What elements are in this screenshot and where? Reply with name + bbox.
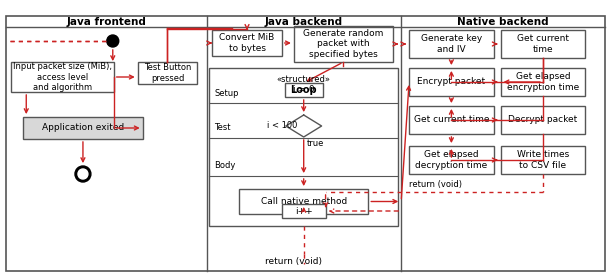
Text: Get elapsed
encryption time: Get elapsed encryption time xyxy=(506,72,579,92)
Text: Encrypt packet: Encrypt packet xyxy=(417,78,485,87)
Circle shape xyxy=(75,166,91,182)
Text: Java backend: Java backend xyxy=(264,17,343,27)
FancyBboxPatch shape xyxy=(212,30,282,56)
Text: Application exited: Application exited xyxy=(42,124,124,133)
FancyBboxPatch shape xyxy=(500,30,585,58)
Text: Loop: Loop xyxy=(291,85,317,95)
FancyBboxPatch shape xyxy=(409,30,494,58)
Text: Get current time: Get current time xyxy=(413,116,489,124)
Text: Call native method: Call native method xyxy=(261,197,347,206)
FancyBboxPatch shape xyxy=(285,83,323,97)
Text: Native backend: Native backend xyxy=(457,17,548,27)
FancyBboxPatch shape xyxy=(294,26,393,62)
FancyBboxPatch shape xyxy=(137,62,198,84)
FancyBboxPatch shape xyxy=(500,68,585,96)
FancyBboxPatch shape xyxy=(409,106,494,134)
Text: Generate key
and IV: Generate key and IV xyxy=(421,34,482,54)
FancyBboxPatch shape xyxy=(500,146,585,174)
FancyBboxPatch shape xyxy=(12,62,114,92)
Text: Get elapsed
decryption time: Get elapsed decryption time xyxy=(415,150,488,170)
Text: return (void): return (void) xyxy=(409,179,462,189)
FancyBboxPatch shape xyxy=(239,189,368,214)
Circle shape xyxy=(78,169,88,179)
Text: Java frontend: Java frontend xyxy=(67,17,147,27)
Text: Input packet size (MiB),
access level
and algorithm: Input packet size (MiB), access level an… xyxy=(13,62,112,92)
Polygon shape xyxy=(286,115,322,137)
FancyBboxPatch shape xyxy=(282,204,325,218)
Text: Body: Body xyxy=(214,161,235,170)
Text: Decrypt packet: Decrypt packet xyxy=(508,116,578,124)
Text: Get current
time: Get current time xyxy=(517,34,569,54)
FancyBboxPatch shape xyxy=(409,68,494,96)
Text: Write times
to CSV file: Write times to CSV file xyxy=(517,150,569,170)
Text: Test: Test xyxy=(214,124,230,133)
Text: true: true xyxy=(306,138,324,147)
Circle shape xyxy=(107,35,119,47)
Text: return (void): return (void) xyxy=(265,257,322,266)
FancyBboxPatch shape xyxy=(6,16,605,271)
FancyBboxPatch shape xyxy=(500,106,585,134)
Text: i = 0: i = 0 xyxy=(293,85,314,95)
Text: i++: i++ xyxy=(295,207,313,215)
Text: i < 100: i < 100 xyxy=(267,121,297,130)
Text: Generate random
packet with
specified bytes: Generate random packet with specified by… xyxy=(303,29,384,59)
FancyBboxPatch shape xyxy=(209,68,398,226)
FancyBboxPatch shape xyxy=(23,117,143,139)
FancyBboxPatch shape xyxy=(409,146,494,174)
Text: «structured»: «structured» xyxy=(277,76,331,84)
Text: Setup: Setup xyxy=(214,89,239,98)
Text: Test Button
pressed: Test Button pressed xyxy=(143,63,191,83)
Text: Convert MiB
to bytes: Convert MiB to bytes xyxy=(219,33,275,53)
